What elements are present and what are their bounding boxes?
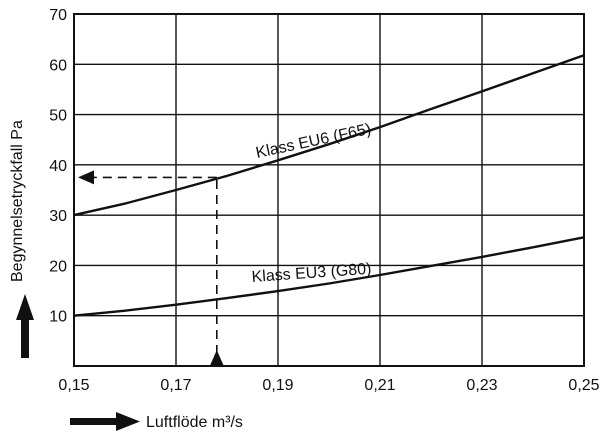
y-tick-label: 30 bbox=[49, 208, 67, 225]
y-tick-label: 10 bbox=[49, 309, 67, 326]
x-tick-label: 0,19 bbox=[262, 377, 293, 394]
y-tick-label: 20 bbox=[49, 258, 67, 275]
plot-frame bbox=[73, 13, 585, 367]
tick-labels: 0,15 0,17 0,19 0,21 0,23 0,25 10 20 30 40 50 60 70 bbox=[49, 7, 599, 394]
series-line-eu3 bbox=[73, 236, 585, 317]
y-tick-label: 70 bbox=[49, 7, 67, 24]
series-labels: Klass EU6 (F65) Klass EU3 (G80) bbox=[251, 121, 373, 286]
x-axis-title: Luftflöde m³/s bbox=[146, 414, 243, 431]
y-axis-arrow-icon bbox=[16, 294, 34, 358]
y-tick-label: 40 bbox=[49, 158, 67, 175]
x-axis-arrow-icon bbox=[70, 412, 140, 431]
y-axis-title: Begynnelsetryckfall Pa bbox=[9, 120, 26, 282]
series-line-eu6 bbox=[73, 54, 585, 217]
plot-border bbox=[73, 13, 585, 367]
x-tick-label: 0,23 bbox=[466, 377, 497, 394]
reading-up-arrow-icon bbox=[209, 350, 224, 366]
grid bbox=[73, 13, 585, 367]
series-label-eu6: Klass EU6 (F65) bbox=[254, 121, 372, 162]
series-label-eu3: Klass EU3 (G80) bbox=[251, 261, 372, 286]
x-tick-label: 0,17 bbox=[160, 377, 191, 394]
x-tick-label: 0,25 bbox=[568, 377, 599, 394]
reading-example bbox=[78, 170, 224, 366]
series-group bbox=[73, 54, 585, 317]
y-tick-label: 50 bbox=[49, 108, 67, 125]
x-tick-label: 0,15 bbox=[58, 377, 89, 394]
reading-left-arrow-icon bbox=[78, 170, 94, 185]
y-tick-label: 60 bbox=[49, 57, 67, 74]
x-tick-label: 0,21 bbox=[364, 377, 395, 394]
